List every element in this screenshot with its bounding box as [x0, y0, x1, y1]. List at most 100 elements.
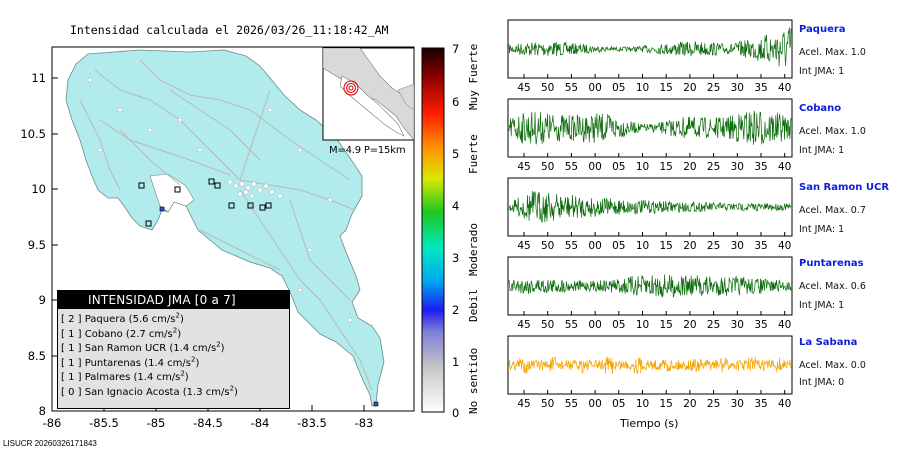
- time-tick-label: 20: [683, 240, 696, 252]
- map-y-tick: 10.5: [20, 127, 46, 141]
- legend-row: [ 1 ] Cobano (2.7 cm/s2): [61, 326, 182, 340]
- map-y-tick: 8: [39, 404, 46, 418]
- scale-category: Moderado: [467, 223, 480, 276]
- inset-map: [322, 47, 415, 141]
- time-tick-label: 00: [588, 82, 601, 94]
- time-tick-label: 30: [731, 240, 744, 252]
- map-y-tick: 9: [39, 293, 46, 307]
- time-tick-label: 05: [612, 240, 625, 252]
- station-name: San Ramon UCR: [799, 182, 890, 193]
- map-y-tick: 11: [31, 71, 46, 85]
- color-scale-bar: [421, 47, 445, 413]
- time-tick-label: 20: [683, 319, 696, 331]
- time-tick-label: 55: [565, 240, 578, 252]
- scale-tick: 5: [452, 147, 459, 161]
- time-tick-label: 30: [731, 82, 744, 94]
- time-tick-label: 50: [541, 319, 554, 331]
- time-tick-label: 35: [754, 398, 767, 410]
- waveform-trace: [508, 110, 792, 145]
- legend-header: INTENSIDAD JMA [0 a 7]: [58, 291, 289, 309]
- time-tick-label: 55: [565, 161, 578, 173]
- time-tick-label: 15: [660, 240, 673, 252]
- time-tick-label: 40: [778, 82, 791, 94]
- station-acel-max: Acel. Max. 1.0: [799, 126, 866, 137]
- time-tick-label: 35: [754, 161, 767, 173]
- time-tick-label: 20: [683, 161, 696, 173]
- waveform-panel: 45 50 55 00 05 10 15 20 25 30 35 40: [507, 335, 793, 410]
- time-tick-label: 00: [588, 240, 601, 252]
- map-y-tick: 9.5: [28, 238, 46, 252]
- time-tick-label: 10: [636, 319, 649, 331]
- time-tick-label: 45: [517, 398, 530, 410]
- scale-tick: 3: [452, 251, 459, 265]
- time-tick-label: 45: [517, 240, 530, 252]
- time-tick-label: 25: [707, 240, 720, 252]
- waveform-trace: [508, 27, 792, 67]
- time-tick-label: 10: [636, 240, 649, 252]
- time-tick-label: 45: [517, 319, 530, 331]
- station-int-jma: Int JMA: 1: [799, 224, 845, 235]
- time-tick-label: 50: [541, 82, 554, 94]
- time-tick-label: 10: [636, 82, 649, 94]
- map-x-tick: -84: [251, 416, 270, 430]
- scale-tick: 7: [452, 42, 459, 56]
- waveform-trace: [508, 274, 792, 298]
- station-int-jma: Int JMA: 0: [799, 377, 845, 388]
- scale-tick: 6: [452, 95, 459, 109]
- time-tick-label: 00: [588, 319, 601, 331]
- station-name: Puntarenas: [799, 258, 864, 269]
- time-tick-label: 50: [541, 240, 554, 252]
- time-tick-label: 35: [754, 240, 767, 252]
- waveform-frame: [507, 335, 793, 395]
- scale-tick: 0: [452, 406, 459, 420]
- legend-row: [ 1 ] San Ramon UCR (1.4 cm/s2): [61, 340, 225, 354]
- time-tick-label: 55: [565, 319, 578, 331]
- inset-magnitude-label: M=4.9 P=15km: [329, 145, 406, 156]
- scale-tick: 1: [452, 355, 459, 369]
- time-tick-label: 50: [541, 398, 554, 410]
- time-tick-label: 00: [588, 161, 601, 173]
- map-y-tick: 10: [31, 182, 46, 196]
- time-tick-label: 40: [778, 161, 791, 173]
- waveform-panel: 45 50 55 00 05 10 15 20 25 30 35 40: [507, 19, 793, 94]
- map-y-tick: 8.5: [28, 349, 46, 363]
- time-tick-label: 15: [660, 319, 673, 331]
- station-name: Cobano: [799, 103, 842, 114]
- waveform-trace: [508, 356, 792, 375]
- time-tick-label: 05: [612, 398, 625, 410]
- time-tick-label: 35: [754, 319, 767, 331]
- time-tick-label: 15: [660, 161, 673, 173]
- station-name: La Sabana: [799, 337, 858, 348]
- map-x-tick: -85.5: [89, 416, 119, 430]
- station-name: Paquera: [799, 24, 846, 35]
- scale-tick: 4: [452, 199, 459, 213]
- time-tick-label: 20: [683, 82, 696, 94]
- scale-tick: 2: [452, 303, 459, 317]
- scale-category: Fuerte: [467, 134, 480, 174]
- time-tick-label: 25: [707, 319, 720, 331]
- intensity-legend: INTENSIDAD JMA [0 a 7] [ 2 ] Paquera (5.…: [57, 290, 290, 409]
- station-acel-max: Acel. Max. 1.0: [799, 47, 866, 58]
- waveform-panel: 45 50 55 00 05 10 15 20 25 30 35 40: [507, 177, 793, 252]
- waveform-panel: 45 50 55 00 05 10 15 20 25 30 35 40: [507, 256, 793, 331]
- legend-row: [ 0 ] San Ignacio Acosta (1.3 cm/s2): [61, 384, 238, 398]
- time-tick-label: 55: [565, 398, 578, 410]
- legend-row: [ 1 ] Puntarenas (1.4 cm/s2): [61, 355, 200, 369]
- costa-rica-land: [65, 49, 385, 407]
- time-tick-label: 15: [660, 398, 673, 410]
- footer-id: LISUCR 20260326171843: [3, 439, 97, 448]
- time-tick-label: 00: [588, 398, 601, 410]
- station-int-jma: Int JMA: 1: [799, 66, 845, 77]
- station-acel-max: Acel. Max. 0.0: [799, 360, 866, 371]
- station-int-jma: Int JMA: 1: [799, 300, 845, 311]
- waveform-frame: [507, 177, 793, 237]
- time-tick-label: 30: [731, 398, 744, 410]
- time-tick-label: 55: [565, 82, 578, 94]
- legend-row: [ 2 ] Paquera (5.6 cm/s2): [61, 311, 184, 325]
- map-x-tick: -84.5: [193, 416, 223, 430]
- map-x-tick: -85: [147, 416, 166, 430]
- station-acel-max: Acel. Max. 0.7: [799, 205, 866, 216]
- map-title: Intensidad calculada el 2026/03/26_11:18…: [70, 23, 389, 37]
